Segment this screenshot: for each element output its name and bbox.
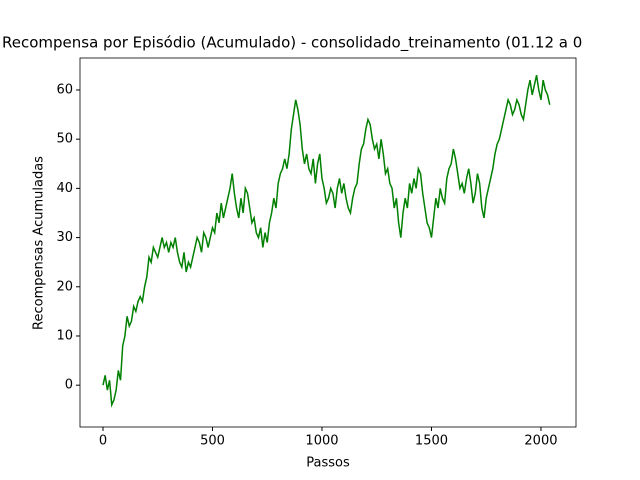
plot-frame [79,57,577,428]
y-tick-label: 40 [56,181,73,196]
y-axis-label: Recompensas Acumuladas [32,156,47,330]
y-tick-label: 60 [56,82,73,97]
y-tick-label: 0 [65,378,73,393]
chart-title: Recompensa por Episódio (Acumulado) - co… [2,34,582,53]
line [102,75,551,408]
x-tick-label: 1500 [415,434,448,449]
x-tick-label: 500 [200,434,225,449]
x-tick-label: 2000 [524,434,557,449]
y-tick-label: 10 [56,328,73,343]
x-axis-label: Passos [306,456,350,471]
x-tick-label: 0 [99,434,107,449]
y-tick-label: 30 [56,230,73,245]
x-tick-label: 1000 [305,434,338,449]
y-tick-label: 20 [56,279,73,294]
y-tick-label: 50 [56,132,73,147]
